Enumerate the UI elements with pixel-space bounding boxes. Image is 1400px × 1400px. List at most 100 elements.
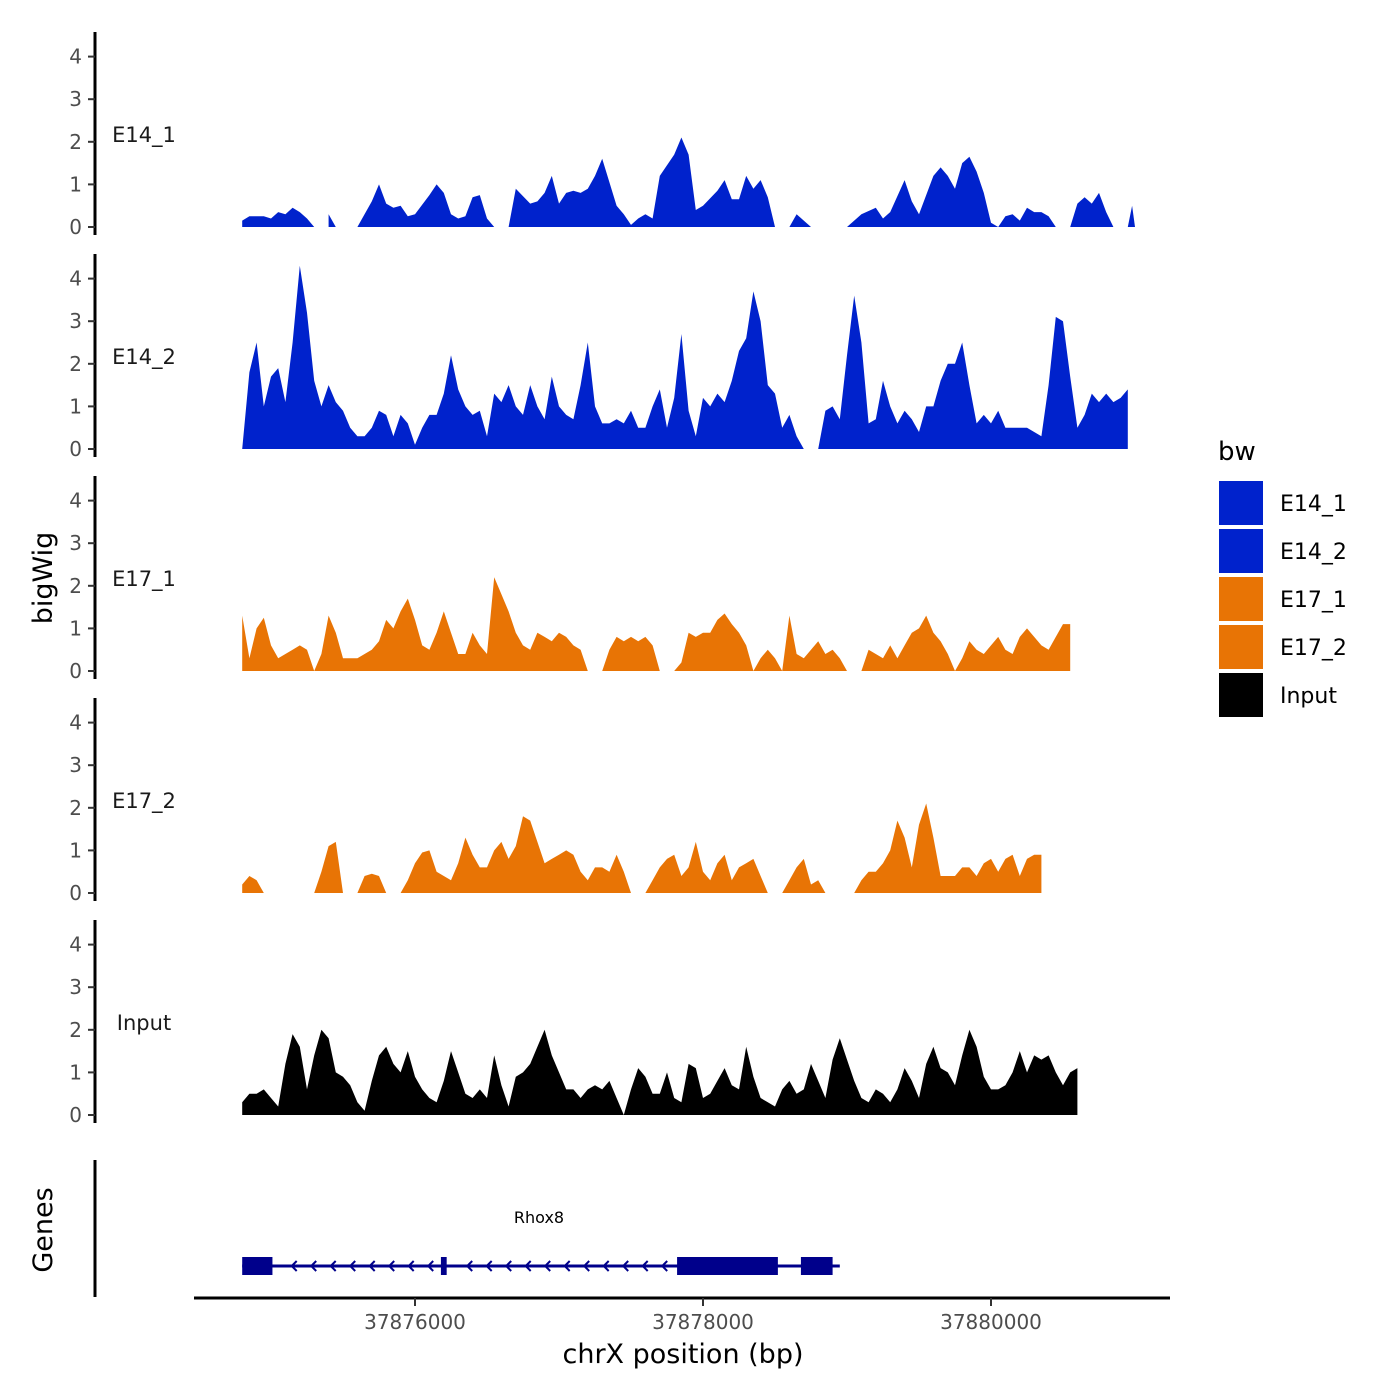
signal-area [314,841,343,893]
y-tick-label: 0 [69,215,82,239]
y-tick-label: 0 [69,659,82,683]
y-tick-label: 1 [69,394,82,418]
panel-Input: 0 1 2 3 4 Input [69,920,1078,1127]
legend-label-E17_2: E17_2 [1280,636,1347,661]
legend-key-E17_1 [1217,575,1265,623]
signal-area [242,1029,1078,1115]
y-tick-label: 3 [69,975,82,999]
gene-name-label: Rhox8 [514,1208,564,1227]
y-tick-label: 0 [69,881,82,905]
legend-label-E14_2: E14_2 [1280,540,1347,565]
signal-area [847,156,1056,227]
strand-chevron [485,1260,493,1272]
y-tick-label: 3 [69,531,82,555]
panel-E14_2: 0 1 2 3 4 E14_2 [69,254,1128,461]
signal-area [242,265,804,449]
legend-label-Input: Input [1280,684,1337,709]
strand-chevron [465,1260,473,1272]
strand-chevron [329,1260,337,1272]
y-tick-label: 1 [69,172,82,196]
strand-chevron [290,1260,298,1272]
signal-area [854,803,1042,893]
gene-exon [242,1257,273,1275]
strand-chevron [641,1260,649,1272]
signal-area [861,615,1071,671]
panel-label: E14_2 [112,345,176,370]
y-axis-title: bigWig [28,532,59,625]
signal-area [1070,192,1114,227]
panel-label: Input [117,1011,171,1035]
legend-key-E14_1 [1217,479,1265,527]
strand-chevron [563,1260,571,1272]
strand-chevron [543,1260,551,1272]
strand-chevron [602,1260,610,1272]
y-tick-label: 3 [69,309,82,333]
panel-label: E17_2 [112,789,176,814]
y-tick-label: 2 [69,352,82,376]
y-tick-label: 1 [69,838,82,862]
panel-label: E14_1 [112,123,176,148]
y-tick-label: 4 [69,267,82,291]
y-tick-label: 4 [69,45,82,69]
panel-label: E17_1 [112,567,176,592]
strand-chevron [582,1260,590,1272]
y-tick-label: 0 [69,1103,82,1127]
legend-title: bw [1218,437,1256,467]
strand-chevron [426,1260,434,1272]
signal-area [357,184,495,227]
genes-panel-label: Genes [28,1187,59,1272]
signal-area [242,207,315,227]
x-tick-label: 37878000 [652,1310,754,1334]
y-tick-label: 2 [69,1018,82,1042]
strand-chevron [348,1260,356,1272]
y-tick-label: 1 [69,616,82,640]
x-axis: 37876000 37878000 37880000 [194,1296,1170,1334]
x-tick-label: 37880000 [940,1310,1042,1334]
signal-area [782,858,826,893]
panel-E14_1: 0 1 2 3 4 E14_1 [69,32,1135,239]
strand-chevron [621,1260,629,1272]
signal-area [602,636,660,671]
y-tick-label: 3 [69,87,82,111]
legend-key-Input [1217,671,1265,719]
signal-area [818,295,1128,449]
legend-key-E14_2 [1217,527,1265,575]
signal-panels: 0 1 2 3 4 E14_1 0 1 2 3 4 E14_2 0 1 2 3 4 E17_1 0 1 2 3 4 E17_2… [69,32,1135,1127]
gene-panel: Genes Rhox8 [28,1160,840,1297]
strand-chevron [368,1260,376,1272]
x-tick-label: 37876000 [364,1310,466,1334]
legend-key-E17_2 [1217,623,1265,671]
signal-area [357,873,387,893]
signal-area [242,577,588,671]
gene-exon [677,1257,778,1275]
panel-E17_1: 0 1 2 3 4 E17_1 [69,476,1071,683]
y-tick-label: 1 [69,1060,82,1084]
y-tick-label: 4 [69,489,82,513]
strand-chevron [387,1260,395,1272]
legend-label-E17_1: E17_1 [1280,588,1347,613]
strand-chevron [660,1260,668,1272]
y-tick-label: 4 [69,933,82,957]
legend-label-E14_1: E14_1 [1280,492,1347,517]
signal-area [508,137,775,227]
y-tick-label: 2 [69,130,82,154]
y-tick-label: 4 [69,711,82,735]
signal-area [400,816,631,893]
signal-area [328,214,336,227]
y-tick-label: 3 [69,753,82,777]
signal-area [645,841,768,893]
y-tick-label: 2 [69,796,82,820]
strand-chevron [524,1260,532,1272]
legend: bw E14_1 E14_2 E17_1 E17_2 Input [1217,437,1347,719]
y-tick-label: 0 [69,437,82,461]
gene-exon [800,1257,833,1275]
strand-chevron [309,1260,317,1272]
gene-exon [440,1257,447,1275]
signal-area [789,214,811,227]
panel-E17_2: 0 1 2 3 4 E17_2 [69,698,1042,905]
x-axis-title: chrX position (bp) [562,1339,803,1370]
signal-area [1127,205,1135,227]
strand-chevron [407,1260,415,1272]
strand-chevron [504,1260,512,1272]
